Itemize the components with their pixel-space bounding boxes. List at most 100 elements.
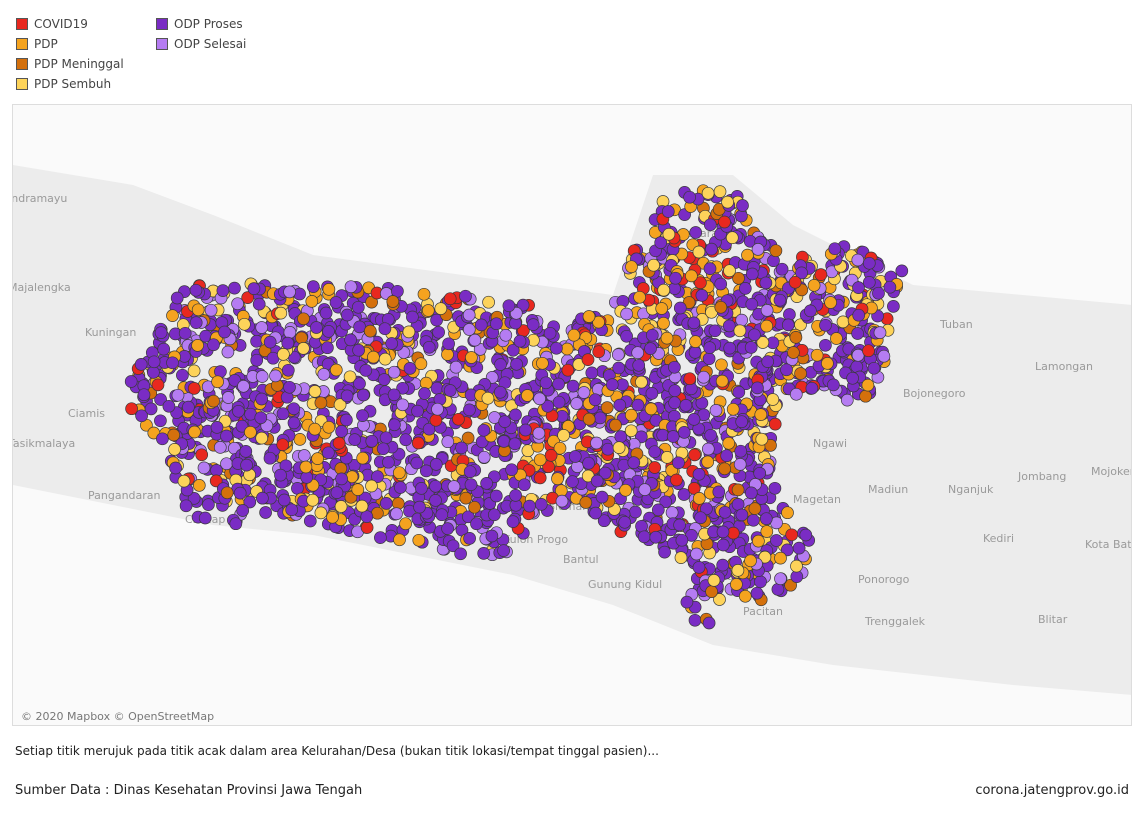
- case-dot[interactable]: [147, 366, 160, 379]
- legend-item[interactable]: PDP Meninggal: [16, 54, 156, 74]
- case-dot[interactable]: [658, 545, 671, 559]
- case-dot[interactable]: [322, 283, 336, 296]
- case-dot[interactable]: [718, 505, 732, 519]
- case-dot[interactable]: [218, 325, 231, 339]
- case-dot[interactable]: [169, 461, 182, 475]
- case-dot[interactable]: [756, 336, 770, 349]
- case-dot[interactable]: [751, 381, 764, 395]
- case-dot[interactable]: [694, 276, 707, 290]
- case-dot[interactable]: [151, 378, 165, 392]
- case-dot[interactable]: [631, 346, 645, 360]
- case-dot[interactable]: [781, 506, 794, 520]
- case-dot[interactable]: [585, 366, 599, 380]
- case-dot[interactable]: [582, 456, 595, 470]
- case-dot[interactable]: [560, 342, 574, 356]
- case-dot[interactable]: [392, 466, 406, 480]
- case-dot[interactable]: [688, 346, 702, 359]
- case-dot[interactable]: [666, 430, 680, 443]
- case-dot[interactable]: [609, 418, 622, 432]
- case-dot[interactable]: [662, 227, 676, 241]
- case-dot[interactable]: [297, 342, 310, 355]
- case-dot[interactable]: [720, 449, 734, 463]
- case-dot[interactable]: [714, 277, 728, 291]
- case-dot[interactable]: [675, 533, 689, 547]
- case-dot[interactable]: [716, 558, 730, 572]
- case-dot[interactable]: [317, 368, 331, 381]
- case-dot[interactable]: [611, 348, 625, 361]
- case-dot[interactable]: [314, 396, 328, 410]
- case-dot[interactable]: [734, 444, 748, 458]
- case-dot[interactable]: [509, 408, 522, 422]
- case-dot[interactable]: [840, 393, 854, 407]
- case-dot[interactable]: [319, 306, 333, 320]
- case-dot[interactable]: [618, 515, 632, 529]
- case-dot[interactable]: [716, 525, 730, 539]
- case-dot[interactable]: [614, 430, 628, 443]
- case-dot[interactable]: [536, 356, 549, 370]
- case-dot[interactable]: [730, 578, 743, 591]
- case-dot[interactable]: [255, 321, 269, 334]
- case-dot[interactable]: [340, 413, 353, 427]
- case-dot[interactable]: [463, 403, 476, 417]
- case-dot[interactable]: [592, 345, 606, 359]
- case-dot[interactable]: [156, 432, 169, 446]
- case-dot[interactable]: [481, 391, 495, 405]
- case-dot[interactable]: [340, 308, 354, 322]
- case-dot[interactable]: [468, 500, 481, 514]
- case-dot[interactable]: [851, 253, 865, 267]
- case-dot[interactable]: [462, 323, 476, 336]
- case-dot[interactable]: [310, 321, 323, 334]
- case-dot[interactable]: [330, 486, 344, 499]
- case-dot[interactable]: [371, 506, 384, 520]
- case-dot[interactable]: [733, 324, 747, 338]
- case-dot[interactable]: [712, 485, 726, 499]
- case-dot[interactable]: [390, 507, 403, 521]
- case-dot[interactable]: [382, 455, 395, 469]
- case-dot[interactable]: [582, 310, 596, 323]
- case-dot[interactable]: [283, 380, 296, 394]
- case-dot[interactable]: [519, 423, 532, 437]
- case-dot[interactable]: [134, 358, 148, 371]
- case-dot[interactable]: [598, 466, 612, 480]
- case-dot[interactable]: [760, 319, 774, 333]
- case-dot[interactable]: [747, 513, 760, 527]
- case-dot[interactable]: [735, 209, 748, 223]
- case-dot[interactable]: [814, 268, 828, 281]
- case-dot[interactable]: [775, 262, 789, 276]
- case-dot[interactable]: [752, 534, 765, 548]
- case-dot[interactable]: [566, 379, 580, 393]
- case-dot[interactable]: [387, 365, 401, 379]
- case-dot[interactable]: [694, 511, 707, 525]
- case-dot[interactable]: [299, 460, 313, 474]
- case-dot[interactable]: [452, 412, 465, 426]
- case-dot[interactable]: [768, 481, 782, 495]
- case-dot[interactable]: [670, 473, 683, 487]
- case-dot[interactable]: [788, 275, 802, 289]
- case-dot[interactable]: [233, 486, 247, 500]
- case-dot[interactable]: [692, 245, 706, 259]
- case-dot[interactable]: [718, 215, 731, 229]
- case-dot[interactable]: [771, 583, 785, 596]
- case-dot[interactable]: [363, 324, 377, 338]
- case-dot[interactable]: [774, 551, 787, 565]
- case-dot[interactable]: [499, 328, 513, 342]
- case-dot[interactable]: [651, 503, 665, 517]
- case-dot[interactable]: [321, 341, 334, 355]
- case-dot[interactable]: [443, 292, 457, 306]
- case-dot[interactable]: [189, 316, 203, 329]
- case-dot[interactable]: [645, 387, 659, 400]
- case-dot[interactable]: [418, 387, 431, 400]
- case-dot[interactable]: [735, 508, 749, 522]
- case-dot[interactable]: [827, 378, 840, 392]
- case-dot[interactable]: [859, 389, 872, 403]
- case-dot[interactable]: [239, 445, 253, 458]
- case-dot[interactable]: [647, 258, 660, 272]
- case-dot[interactable]: [463, 532, 476, 545]
- case-dot[interactable]: [353, 377, 366, 390]
- case-dot[interactable]: [422, 340, 436, 354]
- case-dot[interactable]: [725, 231, 739, 245]
- case-dot[interactable]: [487, 508, 501, 522]
- case-dot[interactable]: [188, 425, 201, 439]
- case-dot[interactable]: [250, 353, 264, 367]
- case-dot[interactable]: [660, 331, 674, 345]
